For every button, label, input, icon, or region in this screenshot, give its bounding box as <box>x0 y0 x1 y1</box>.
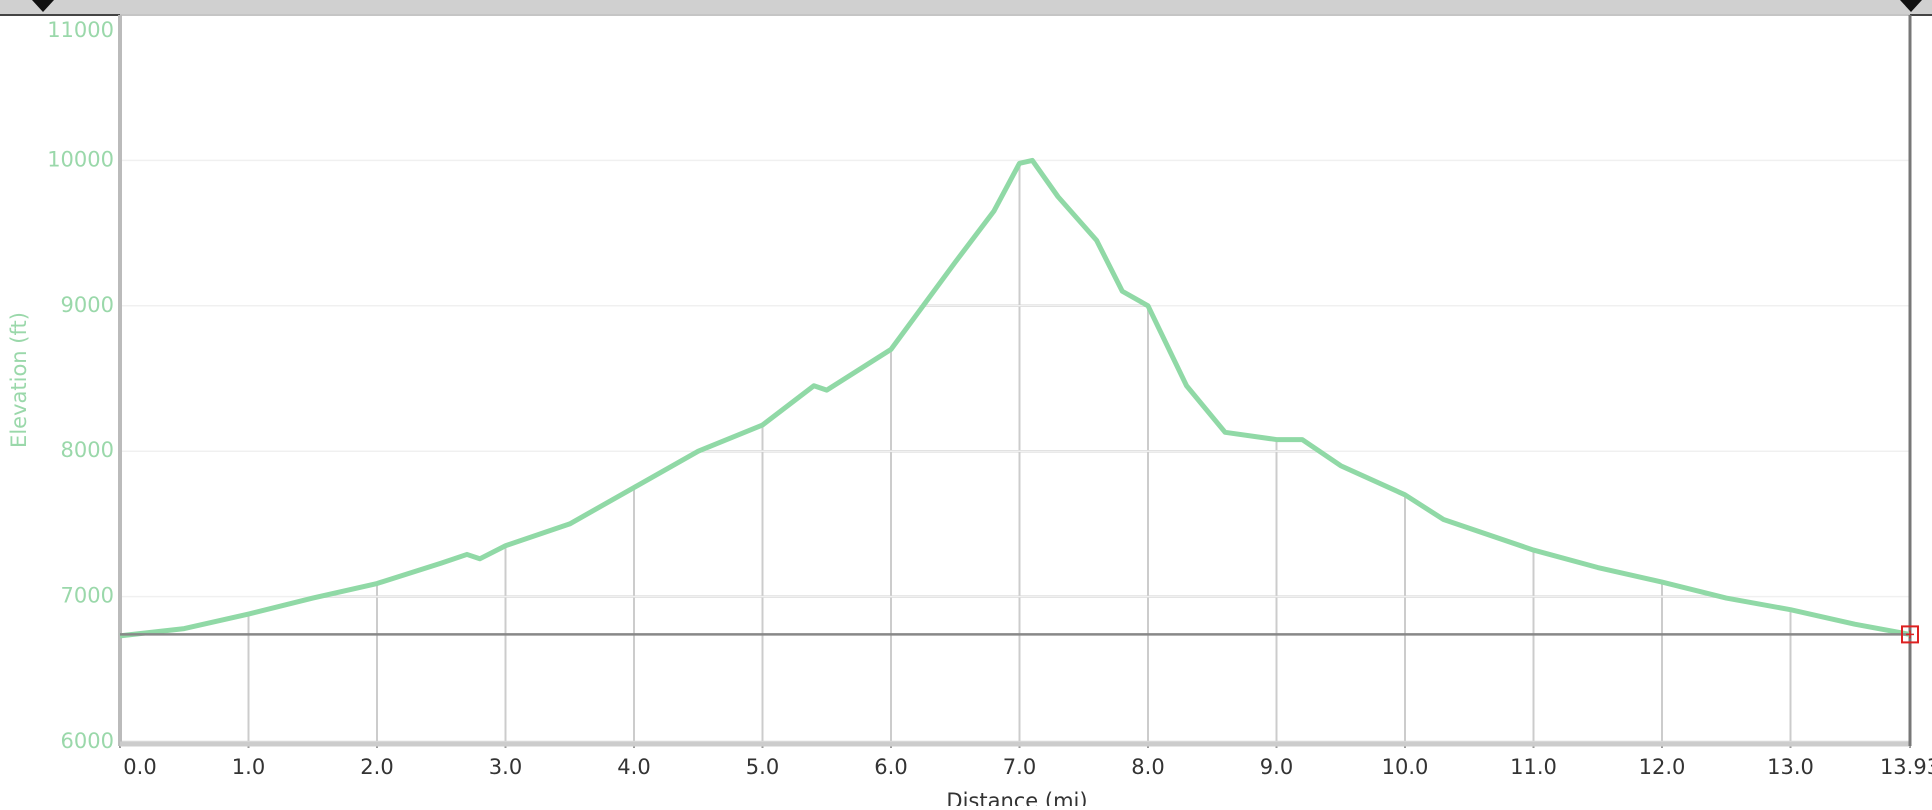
y-tick-label: 9000 <box>61 293 114 317</box>
y-tick-label: 10000 <box>47 147 114 171</box>
x-tick-label: 1.0 <box>232 755 265 779</box>
y-tick-label: 6000 <box>61 729 114 753</box>
x-axis-label: Distance (mi) <box>946 789 1087 806</box>
x-tick-label: 12.0 <box>1639 755 1686 779</box>
x-tick-label: 0.0 <box>123 755 156 779</box>
x-tick-label: 13.93 <box>1880 755 1932 779</box>
grid-under-curve <box>120 160 1910 742</box>
y-tick-label: 7000 <box>61 584 114 608</box>
range-handle-left[interactable] <box>32 0 54 12</box>
y-axis-label: Elevation (ft) <box>7 312 31 448</box>
x-tick-label: 8.0 <box>1131 755 1164 779</box>
x-tick-label: 7.0 <box>1003 755 1036 779</box>
top-bar <box>0 0 1932 15</box>
x-tick-label: 4.0 <box>617 755 650 779</box>
x-tick-label: 5.0 <box>746 755 779 779</box>
cursor-marker <box>1901 625 1919 644</box>
x-tick-label: 2.0 <box>360 755 393 779</box>
x-tick-label: 11.0 <box>1510 755 1557 779</box>
x-tick-label: 3.0 <box>489 755 522 779</box>
x-tick-label: 9.0 <box>1260 755 1293 779</box>
elevation-line <box>119 157 1911 639</box>
x-tick-label: 6.0 <box>874 755 907 779</box>
range-handle-right[interactable] <box>1900 0 1922 12</box>
x-tick-label: 10.0 <box>1382 755 1429 779</box>
y-tick-label: 11000 <box>47 18 114 42</box>
y-tick-label: 8000 <box>61 438 114 462</box>
x-tick-label: 13.0 <box>1767 755 1814 779</box>
